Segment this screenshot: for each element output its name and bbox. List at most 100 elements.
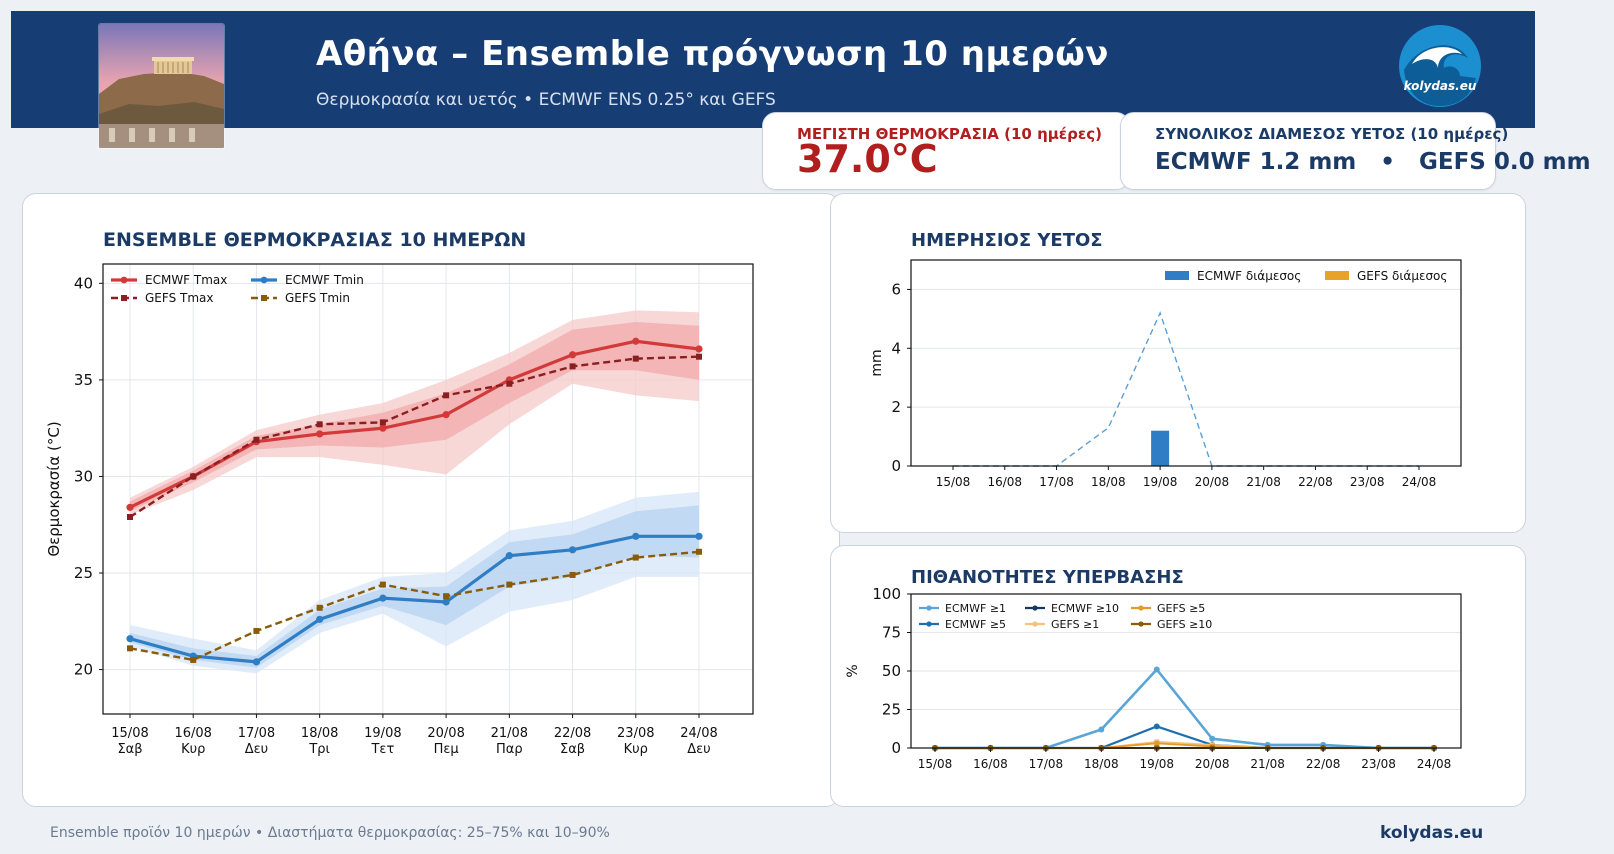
ecmwf-1-point [1153, 666, 1160, 673]
legend-marker [926, 621, 932, 627]
max-temp-card: ΜΕΓΙΣΤΗ ΘΕΡΜΟΚΡΑΣΙΑ (10 ημέρες) 37.0°C [762, 112, 1130, 190]
gefs-tmax-point [443, 392, 450, 399]
x-day-label: Κυρ [181, 742, 205, 757]
x-tick-label: 19/08 [1143, 475, 1178, 489]
gefs-5-point [1154, 740, 1160, 746]
x-tick-label: 20/08 [427, 726, 464, 741]
x-day-label: Σαβ [560, 742, 585, 757]
ecmwf-tmin-25-75-band [130, 505, 699, 668]
y-axis-label: mm [869, 349, 885, 376]
legend-label: ECMWF Tmax [145, 273, 227, 287]
gefs-tmin-point [379, 581, 386, 588]
legend-swatch [1165, 271, 1189, 280]
ecmwf-median-bar [1151, 430, 1170, 466]
gefs-tmin-point [316, 604, 323, 611]
y-tick-label: 40 [74, 274, 93, 292]
ecmwf-5-point [1153, 723, 1160, 730]
legend-label: GEFS ≥5 [1157, 602, 1205, 615]
y-tick-label: 4 [891, 339, 901, 357]
ecmwf-tmin-point [252, 658, 261, 666]
x-tick-label: 22/08 [1306, 757, 1341, 771]
y-tick-label: 6 [891, 280, 901, 298]
x-tick-label: 16/08 [973, 757, 1008, 771]
x-tick-label: 17/08 [1039, 475, 1074, 489]
y-tick-label: 25 [882, 701, 901, 719]
max-temp-value: 37.0°C [797, 137, 938, 181]
legend-marker [121, 295, 127, 301]
athens-photo [98, 23, 225, 149]
footer-brand[interactable]: kolydas.eu [1380, 823, 1484, 843]
max-temp-label: ΜΕΓΙΣΤΗ ΘΕΡΜΟΚΡΑΣΙΑ (10 ημέρες) [797, 125, 1102, 143]
legend-marker [1032, 621, 1038, 627]
legend-label: ECMWF ≥5 [945, 618, 1006, 631]
ecmwf-tmax-point [695, 345, 703, 353]
legend-marker [926, 605, 932, 611]
x-tick-label: 17/08 [1029, 757, 1064, 771]
y-tick-label: 50 [882, 662, 901, 680]
y-tick-label: 20 [74, 661, 93, 679]
x-tick-label: 16/08 [987, 475, 1022, 489]
x-tick-label: 21/08 [1250, 757, 1285, 771]
legend-marker [1138, 621, 1144, 627]
y-axis-label: Θερμοκρασία (°C) [45, 421, 63, 556]
x-day-label: Τρι [308, 742, 330, 757]
ecmwf-tmax-point [126, 503, 134, 511]
x-tick-label: 18/08 [1084, 757, 1119, 771]
x-tick-label: 22/08 [1298, 475, 1333, 489]
temperature-panel: ENSEMBLE ΘΕΡΜΟΚΡΑΣΙΑΣ 10 ΗΜΕΡΩΝ 20 25 30 35 4… [22, 193, 840, 807]
ecmwf-tmin-point [442, 598, 450, 606]
ecmwf-tmin-point [379, 594, 387, 602]
x-tick-label: 15/08 [111, 726, 148, 741]
legend-marker [260, 276, 268, 284]
x-tick-label: 24/08 [680, 726, 717, 741]
ecmwf-tmin-point [316, 615, 324, 623]
x-tick-label: 18/08 [301, 726, 338, 741]
legend-label: GEFS διάμεσος [1357, 269, 1447, 283]
x-tick-label: 20/08 [1195, 757, 1230, 771]
chart-title: ΗΜΕΡΗΣΙΟΣ ΥΕΤΟΣ [911, 230, 1103, 251]
gefs-tmin-point [127, 645, 133, 652]
ecmwf-tmax-point [632, 337, 640, 345]
y-tick-label: 75 [882, 624, 901, 642]
ecmwf-tmin-point [632, 532, 640, 540]
footer-note: Ensemble προϊόν 10 ημερών • Διαστήματα θ… [50, 825, 610, 841]
x-day-label: Σαβ [117, 742, 142, 757]
gefs-tmax-point [316, 421, 323, 428]
precip-total-card: ΣΥΝΟΛΙΚΟΣ ΔΙΑΜΕΣΟΣ ΥΕΤΟΣ (10 ημέρες) ECM… [1120, 112, 1591, 190]
exceedance-chart: ΠΙΘΑΝΟΤΗΤΕΣ ΥΠΕΡΒΑΣΗΣ 0 25 50 75 100 15/08 16/0… [845, 567, 1462, 771]
x-tick-label: 21/08 [491, 726, 528, 741]
y-tick-label: 0 [891, 739, 901, 757]
x-day-label: Δευ [687, 742, 710, 757]
y-tick-label: 2 [891, 398, 901, 416]
gefs-tmax-point [127, 514, 133, 521]
x-tick-label: 24/08 [1417, 757, 1452, 771]
ecmwf-spread-line [953, 311, 1419, 467]
gefs-tmin-line [129, 550, 700, 662]
precip-panel: ΗΜΕΡΗΣΙΟΣ ΥΕΤΟΣ 0 2 4 6 15/08 16/08 17/08 18/08 1… [830, 193, 1526, 533]
x-tick-label: 19/08 [1139, 757, 1174, 771]
x-tick-label: 15/08 [918, 757, 953, 771]
x-tick-label: 16/08 [174, 726, 211, 741]
exceedance-panel: ΠΙΘΑΝΟΤΗΤΕΣ ΥΠΕΡΒΑΣΗΣ 0 25 50 75 100 15/08 16/0… [830, 545, 1526, 807]
y-tick-label: 35 [74, 371, 93, 389]
logo-text: kolydas.eu [1404, 79, 1477, 93]
gefs-tmin-point [506, 581, 513, 588]
page-subtitle: Θερμοκρασία και υετός • ECMWF ENS 0.25° … [316, 90, 776, 110]
ecmwf-1-point [1098, 726, 1105, 733]
precip-total-label: ΣΥΝΟΛΙΚΟΣ ΔΙΑΜΕΣΟΣ ΥΕΤΟΣ (10 ημέρες) [1155, 125, 1509, 143]
ecmwf-tmin-point [126, 635, 134, 643]
legend-label: GEFS ≥1 [1051, 618, 1099, 631]
plot-frame [102, 263, 754, 715]
legend-label: GEFS Tmax [145, 291, 213, 305]
legend-marker [1032, 605, 1038, 611]
precip-chart: ΗΜΕΡΗΣΙΟΣ ΥΕΤΟΣ 0 2 4 6 15/08 16/08 17/08 18/08 1… [869, 230, 1462, 489]
chart-title: ENSEMBLE ΘΕΡΜΟΚΡΑΣΙΑΣ 10 ΗΜΕΡΩΝ [103, 229, 526, 251]
gefs-tmax-point [632, 355, 639, 362]
x-tick-label: 23/08 [617, 726, 654, 741]
ecmwf-tmin-point [568, 546, 577, 554]
kolydas-logo[interactable]: kolydas.eu [1398, 24, 1482, 108]
precip-total-value: ECMWF 1.2 mm • GEFS 0.0 mm [1155, 149, 1591, 175]
ecmwf-tmax-point [568, 351, 577, 359]
legend-swatch [1325, 271, 1349, 280]
ecmwf-tmin-10-90-band [130, 491, 699, 674]
